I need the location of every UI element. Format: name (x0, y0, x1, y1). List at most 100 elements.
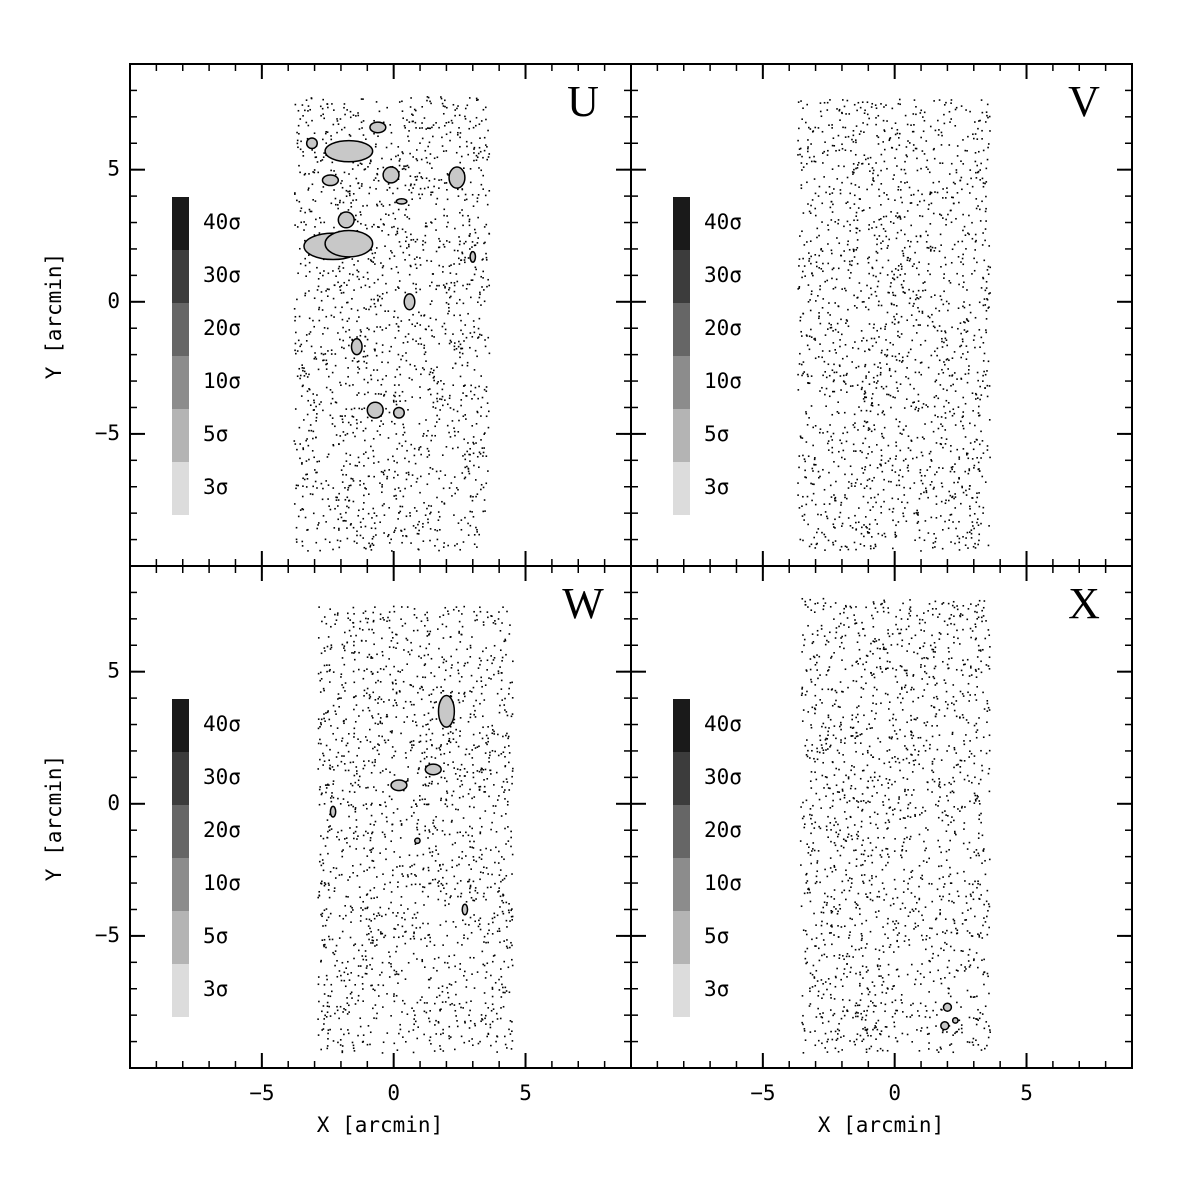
star-dot (900, 196, 902, 199)
star-dot (511, 919, 514, 921)
star-dot (458, 620, 461, 623)
star-dot (401, 168, 404, 170)
star-dot (325, 712, 327, 714)
star-dot (464, 970, 466, 973)
star-dot (333, 316, 335, 318)
star-dot (917, 520, 920, 523)
star-dot (421, 960, 424, 963)
star-dot (974, 424, 976, 427)
star-dot (838, 108, 841, 111)
star-dot (977, 405, 980, 408)
star-dot (976, 138, 979, 140)
star-dot (302, 477, 304, 480)
star-dot (838, 516, 841, 518)
star-dot (897, 265, 900, 267)
star-dot (906, 155, 908, 158)
star-dot (856, 246, 859, 249)
star-dot (472, 956, 475, 959)
star-dot (490, 974, 492, 977)
star-dot (485, 256, 488, 259)
star-dot (896, 128, 899, 131)
star-dot (499, 1017, 502, 1020)
star-dot (967, 369, 970, 371)
star-dot (322, 156, 325, 158)
star-dot (973, 137, 975, 140)
star-dot (428, 141, 431, 144)
star-dot (448, 955, 450, 958)
star-dot (833, 379, 835, 381)
star-dot (376, 204, 379, 207)
star-dot (442, 1028, 444, 1031)
star-dot (356, 309, 359, 312)
star-dot (421, 127, 423, 129)
star-dot (843, 381, 846, 383)
star-dot (960, 420, 962, 423)
star-dot (461, 214, 464, 217)
star-dot (466, 361, 469, 364)
star-dot (975, 393, 978, 396)
star-dot (357, 738, 359, 741)
star-dot (362, 517, 365, 520)
star-dot (388, 257, 391, 260)
star-dot (364, 427, 367, 430)
star-dot (925, 489, 928, 492)
star-dot (829, 484, 832, 487)
star-dot (890, 211, 892, 213)
star-dot (833, 526, 835, 528)
star-dot (868, 478, 871, 480)
star-dot (503, 858, 505, 861)
star-dot (883, 192, 885, 194)
star-dot (348, 273, 351, 275)
star-dot (973, 269, 976, 272)
star-dot (479, 831, 482, 833)
star-dot (938, 359, 941, 362)
star-dot (806, 373, 809, 376)
star-dot (343, 126, 346, 129)
star-dot (798, 285, 801, 288)
star-dot (840, 389, 842, 391)
star-dot (345, 744, 348, 747)
star-dot (393, 225, 395, 228)
star-dot (980, 99, 983, 101)
star-dot (448, 288, 450, 291)
star-dot (797, 154, 799, 156)
star-dot (347, 375, 349, 378)
star-dot (485, 415, 488, 418)
star-dot (829, 99, 831, 101)
star-dot (882, 215, 885, 218)
star-dot (340, 829, 343, 832)
star-dot (491, 917, 494, 920)
star-dot (984, 210, 987, 213)
star-dot (909, 383, 912, 386)
star-dot (875, 226, 878, 229)
star-dot (483, 300, 486, 303)
star-dot (507, 909, 510, 912)
star-dot (341, 855, 344, 858)
star-dot (473, 464, 475, 467)
star-dot (935, 503, 938, 505)
star-dot (831, 252, 833, 255)
star-dot (338, 970, 341, 972)
star-dot (940, 244, 942, 246)
star-dot (296, 448, 298, 451)
star-dot (382, 668, 385, 671)
star-dot (410, 740, 413, 743)
star-dot (367, 278, 369, 280)
star-dot (943, 273, 946, 275)
star-dot (365, 362, 368, 364)
star-dot (814, 463, 817, 466)
star-dot (310, 345, 313, 348)
star-dot (501, 660, 503, 662)
star-dot (451, 859, 454, 862)
star-dot (844, 149, 847, 152)
star-dot (813, 464, 816, 466)
star-dot (377, 995, 380, 997)
star-dot (346, 109, 348, 111)
star-dot (351, 297, 353, 300)
star-dot (381, 157, 383, 160)
star-dot (356, 534, 358, 537)
star-dot (804, 476, 806, 478)
star-dot (420, 373, 422, 376)
star-dot (493, 812, 496, 814)
star-dot (827, 328, 829, 330)
